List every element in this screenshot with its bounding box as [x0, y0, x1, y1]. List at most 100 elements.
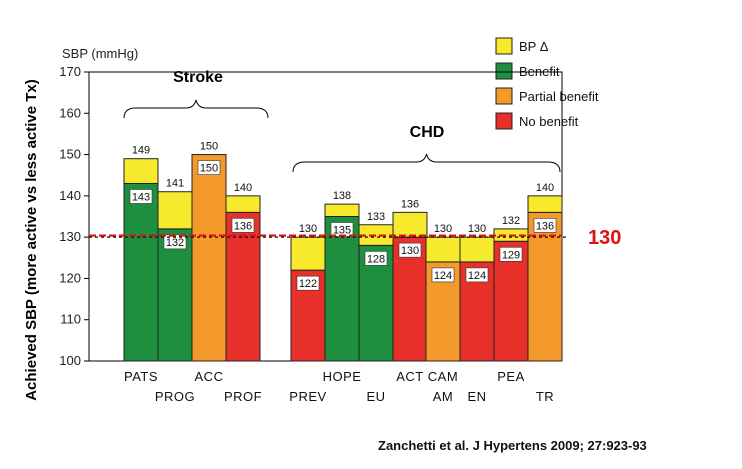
reference-line-label: 130	[588, 227, 621, 249]
bar-prev: 130 122	[290, 223, 326, 362]
bar-bp-delta-segment	[225, 195, 261, 213]
plot-area: 1001101201301401501601701491431411321501…	[59, 64, 621, 404]
bar-bp-delta-segment	[157, 191, 193, 230]
bar-en: 130 124	[459, 223, 495, 362]
y-tick-label: 100	[59, 353, 81, 368]
y-tick-label: 120	[59, 270, 81, 285]
bar-achieved-value-label: 136	[536, 220, 554, 232]
bar-pea: 132 129	[493, 215, 529, 362]
chd-group-brace	[292, 153, 561, 173]
bar-achieved-value-box	[499, 246, 523, 262]
bar-achieved-segment	[324, 216, 360, 362]
citation: Zanchetti et al. J Hypertens 2009; 27:92…	[378, 438, 647, 453]
x-category-label: HOPE	[323, 369, 362, 384]
bar-achieved-value-label: 150	[200, 163, 218, 175]
y-tick-label: 130	[59, 229, 81, 244]
bar-achieved-value-label: 128	[367, 253, 385, 265]
bar-bp-delta-segment	[527, 195, 563, 213]
x-category-label-line1: CAM	[428, 369, 458, 384]
group-brackets: Stroke CHD	[123, 69, 561, 173]
bar-achieved-value-label: 124	[468, 270, 486, 282]
x-category-label: TR	[536, 389, 554, 404]
y-tick-label: 160	[59, 105, 81, 120]
bar-achieved-segment	[225, 211, 261, 362]
bar-tr: 140 136	[527, 182, 563, 362]
legend-swatch-partial-benefit	[495, 87, 513, 105]
bar-bp-delta-segment	[290, 236, 326, 271]
x-category-label: PEA	[497, 369, 525, 384]
legend-swatch-no-benefit	[495, 112, 513, 130]
bar-achieved-value-label: 130	[401, 245, 419, 257]
bar-achieved-value-box	[533, 218, 557, 233]
bar-prog: 141 132	[157, 178, 193, 362]
bar-achieved-value-label: 143	[132, 191, 150, 203]
bar-bp-delta-segment	[425, 236, 461, 263]
bar-achieved-value-box	[431, 267, 455, 283]
chd-group-label: CHD	[410, 124, 445, 141]
bar-top-value-label: 138	[333, 190, 351, 202]
legend-swatch-bp-delta	[495, 37, 513, 55]
bar-achieved-value-label: 136	[234, 220, 252, 232]
bar-bp-delta-segment	[392, 211, 428, 238]
x-category-label: ACT	[396, 369, 424, 384]
bar-achieved-segment	[425, 261, 461, 362]
bar-hope: 138 135	[324, 190, 360, 362]
x-category-label-line2: AM	[433, 389, 454, 404]
bar-achieved-value-box	[296, 275, 320, 291]
stroke-group-brace	[123, 99, 269, 119]
bar-top-value-label: 140	[536, 182, 554, 194]
bar-achieved-value-box	[364, 251, 388, 266]
bar-achieved-value-label: 132	[166, 237, 184, 249]
bar-achieved-value-label: 122	[299, 278, 317, 290]
bar-acc: 150 150	[191, 141, 227, 362]
bar-bp-delta-segment	[123, 158, 159, 184]
bar-top-value-label: 130	[299, 223, 317, 235]
bar-achieved-value-box	[129, 189, 153, 204]
stroke-group-label: Stroke	[173, 69, 223, 86]
y-axis-unit-label: SBP (mmHg)	[62, 46, 138, 61]
bar-top-value-label: 140	[234, 182, 252, 194]
x-category-label: EN	[467, 389, 486, 404]
bar-pats: 149 143	[123, 145, 159, 362]
bar-top-value-label: 141	[166, 178, 184, 190]
bar-top-value-label: 130	[434, 223, 452, 235]
bar-achieved-segment	[123, 182, 159, 362]
y-tick-label: 140	[59, 188, 81, 203]
x-category-label: PREV	[289, 389, 326, 404]
bar-act: 136 130	[392, 198, 428, 362]
bar-achieved-value-label: 129	[502, 249, 520, 261]
bar-achieved-value-label: 124	[434, 270, 452, 282]
y-tick-label: 150	[59, 147, 81, 162]
x-category-label: PROF	[224, 389, 262, 404]
x-category-label: EU	[366, 389, 385, 404]
x-category-label: PATS	[124, 369, 158, 384]
bar-achieved-value-box	[197, 160, 221, 175]
bar-achieved-value-box	[398, 242, 422, 258]
bar-prof: 140 136	[225, 182, 261, 362]
bar-top-value-label: 150	[200, 141, 218, 153]
bar-top-value-label: 133	[367, 211, 385, 223]
legend-label-no-benefit: No benefit	[519, 114, 579, 129]
y-tick-label: 110	[60, 312, 81, 327]
bar-bp-delta-segment	[459, 236, 495, 263]
x-category-label: ACC	[195, 369, 224, 384]
bar-achieved-segment	[191, 154, 227, 362]
bar-top-value-label: 132	[502, 215, 520, 227]
bar-achieved-value-box	[231, 218, 255, 233]
y-tick-label: 170	[59, 64, 81, 79]
y-axis-label: Achieved SBP (more active vs less active…	[23, 79, 40, 401]
bar-camam: 130 124	[425, 223, 461, 362]
bar-achieved-value-label: 135	[333, 225, 351, 237]
bar-top-value-label: 136	[401, 198, 419, 210]
x-category-label: PROG	[155, 389, 195, 404]
bar-top-value-label: 130	[468, 223, 486, 235]
bar-eu: 133 128	[358, 211, 394, 362]
bar-bp-delta-segment	[324, 203, 360, 218]
bar-achieved-segment	[392, 236, 428, 362]
legend-label-partial-benefit: Partial benefit	[519, 89, 599, 104]
legend-label-bp-delta: BP Δ	[519, 39, 549, 54]
legend-swatch-benefit	[495, 62, 513, 80]
